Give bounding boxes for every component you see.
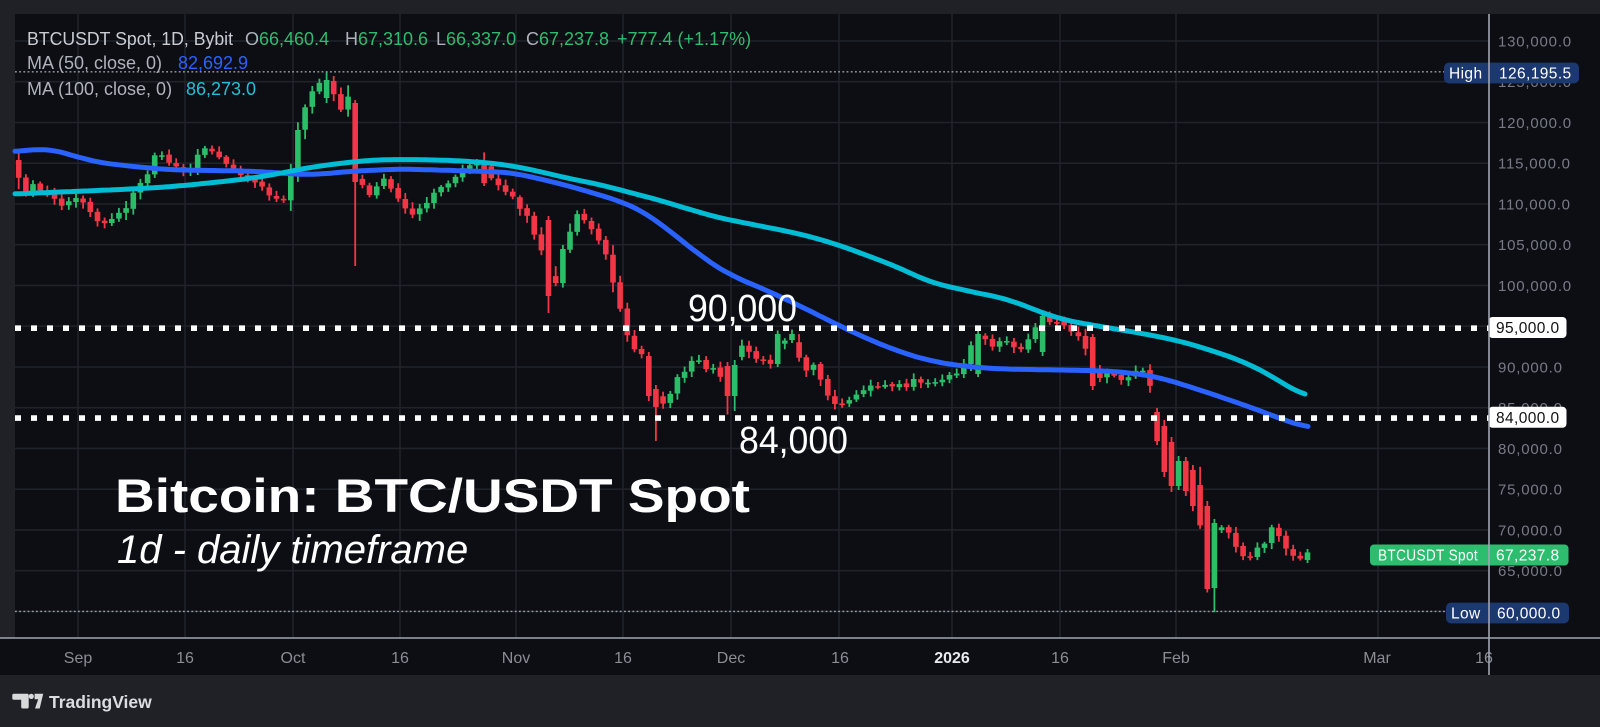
svg-text:84,000.0: 84,000.0	[1496, 410, 1560, 427]
svg-text:O66,460.4: O66,460.4	[245, 29, 329, 49]
svg-text:80,000.0: 80,000.0	[1498, 441, 1563, 458]
svg-text:MA (50, close, 0) 82,692.9: MA (50, close, 0) 82,692.9	[27, 53, 248, 73]
svg-text:Low: Low	[1451, 606, 1481, 623]
svg-text:84,000: 84,000	[739, 420, 848, 462]
svg-text:High: High	[1449, 66, 1482, 83]
svg-text:Mar: Mar	[1363, 650, 1391, 667]
svg-text:115,000.0: 115,000.0	[1498, 156, 1571, 173]
svg-text:Sep: Sep	[64, 650, 93, 667]
svg-text:105,000.0: 105,000.0	[1498, 237, 1572, 254]
svg-text:130,000.0: 130,000.0	[1498, 34, 1572, 51]
svg-text:16: 16	[831, 650, 849, 667]
svg-text:75,000.0: 75,000.0	[1498, 482, 1563, 499]
svg-text:126,195.5: 126,195.5	[1499, 66, 1572, 83]
svg-text:16: 16	[614, 650, 632, 667]
svg-text:Nov: Nov	[502, 650, 530, 667]
svg-text:120,000.0: 120,000.0	[1498, 115, 1572, 132]
svg-text:TradingView: TradingView	[49, 692, 152, 712]
svg-text:H67,310.6: H67,310.6	[345, 29, 428, 49]
svg-text:100,000.0: 100,000.0	[1498, 278, 1572, 295]
svg-text:C67,237.8: C67,237.8	[526, 29, 609, 49]
svg-text:Oct: Oct	[281, 650, 306, 667]
svg-text:60,000.0: 60,000.0	[1497, 606, 1561, 623]
svg-text:BTCUSDT Spot, 1D, Bybit: BTCUSDT Spot, 1D, Bybit	[27, 29, 233, 49]
svg-text:16: 16	[391, 650, 409, 667]
svg-text:Dec: Dec	[717, 650, 745, 667]
svg-text:67,237.8: 67,237.8	[1496, 548, 1560, 565]
svg-text:95,000.0: 95,000.0	[1496, 320, 1560, 337]
svg-text:+777.4 (+1.17%): +777.4 (+1.17%)	[617, 29, 751, 49]
svg-text:16: 16	[1051, 650, 1069, 667]
svg-text:MA (100, close, 0) 86,273.0: MA (100, close, 0) 86,273.0	[27, 79, 256, 99]
svg-text:90,000: 90,000	[688, 288, 797, 330]
svg-text:90,000.0: 90,000.0	[1498, 360, 1563, 377]
svg-text:16: 16	[176, 650, 194, 667]
svg-text:2026: 2026	[934, 650, 970, 667]
svg-text:BTCUSDT Spot: BTCUSDT Spot	[1378, 548, 1478, 565]
svg-text:Bitcoin: BTC/USDT Spot: Bitcoin: BTC/USDT Spot	[115, 469, 750, 522]
svg-text:70,000.0: 70,000.0	[1498, 522, 1563, 539]
svg-text:L66,337.0: L66,337.0	[436, 29, 516, 49]
svg-text:Feb: Feb	[1162, 650, 1190, 667]
svg-text:16: 16	[1475, 650, 1493, 667]
svg-text:65,000.0: 65,000.0	[1498, 563, 1563, 580]
svg-text:110,000.0: 110,000.0	[1498, 197, 1571, 214]
svg-text:1d - daily timeframe: 1d - daily timeframe	[117, 528, 468, 572]
